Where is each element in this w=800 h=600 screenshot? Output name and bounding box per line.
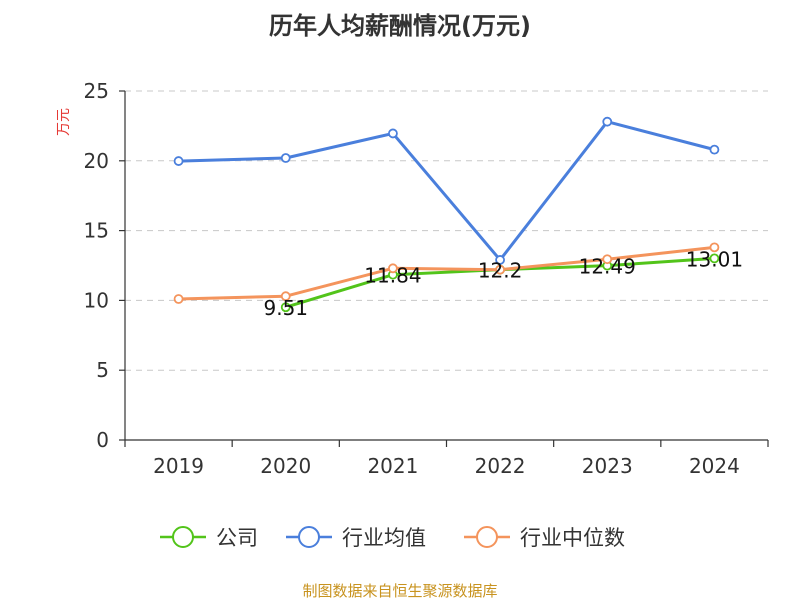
data-point (495, 264, 505, 275)
data-point (173, 156, 184, 166)
data-label: 13.01 (686, 247, 743, 271)
data-label: 11.84 (364, 264, 421, 288)
legend-marker (172, 526, 194, 548)
x-tick-label: 2024 (689, 454, 740, 478)
legend-marker (298, 526, 320, 548)
chart-title: 历年人均薪酬情况(万元) (269, 12, 531, 40)
data-label: 12.49 (579, 255, 636, 279)
data-point (280, 153, 291, 163)
series-line (178, 120, 715, 262)
x-tick-label: 2020 (260, 454, 311, 478)
x-tick-label: 2019 (153, 454, 204, 478)
legend: 公司 行业均值 行业中位数 (160, 526, 625, 550)
data-point (495, 255, 505, 265)
y-tick-label: 10 (84, 288, 109, 312)
data-point (602, 254, 613, 265)
data-point (709, 242, 720, 253)
legend-label: 公司 (216, 526, 258, 550)
y-tick-label: 25 (84, 79, 109, 103)
y-tick-label: 0 (96, 428, 109, 452)
x-tick-label: 2022 (475, 454, 526, 478)
plot-area: 0 5 10 15 20 25 2019 2020 2021 2022 2023 2024 9.51 11… (84, 79, 769, 478)
data-point (173, 294, 184, 304)
series-line (178, 245, 715, 301)
data-point (602, 116, 613, 127)
data-label: 12.2 (478, 259, 523, 283)
y-tick-label: 5 (96, 358, 109, 382)
x-tick-label: 2023 (582, 454, 633, 478)
y-tick-label: 20 (84, 149, 109, 173)
data-point (280, 291, 291, 302)
y-axis-label: 万元 (56, 108, 72, 136)
data-point (280, 302, 291, 313)
data-point (388, 128, 398, 139)
x-tick-label: 2021 (367, 454, 418, 478)
legend-label: 行业均值 (342, 526, 426, 550)
data-point (709, 144, 720, 155)
data-label: 9.51 (263, 296, 308, 320)
y-tick-label: 15 (84, 219, 109, 243)
data-source-note: 制图数据来自恒生聚源数据库 (302, 582, 497, 600)
legend-marker (476, 526, 498, 548)
data-point (709, 253, 720, 264)
data-point (388, 263, 398, 274)
legend-label: 行业中位数 (520, 526, 625, 550)
